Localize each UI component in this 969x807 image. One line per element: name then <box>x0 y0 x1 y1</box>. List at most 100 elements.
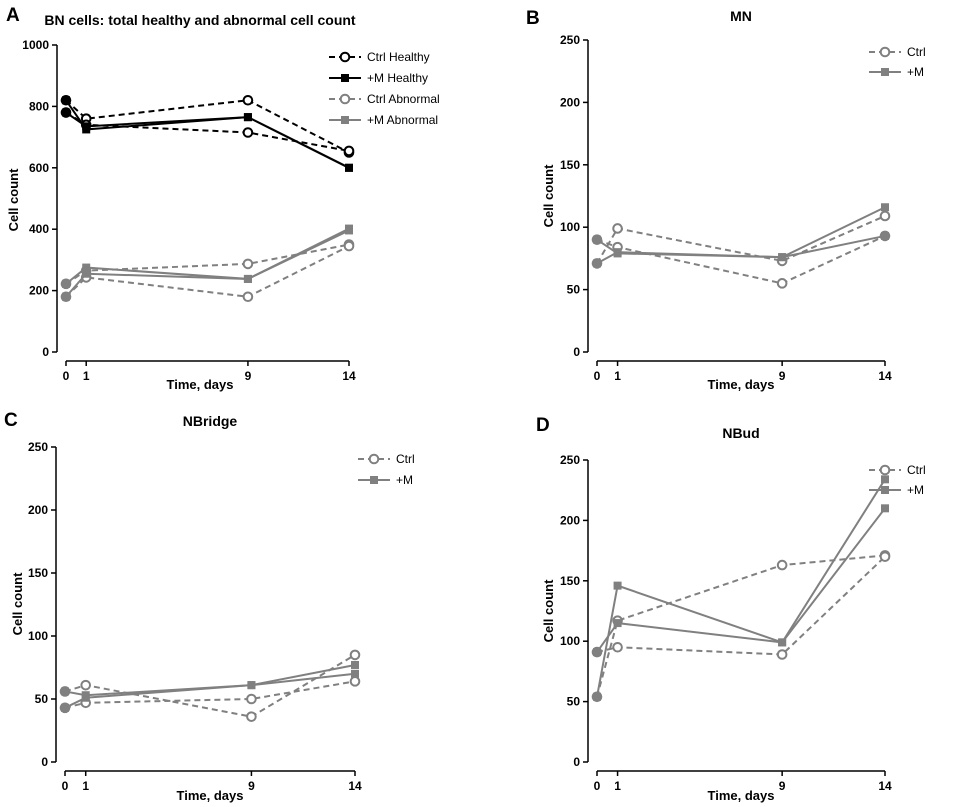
data-point <box>613 581 622 590</box>
y-tick-label: 0 <box>573 755 580 769</box>
series-line <box>65 227 350 285</box>
x-tick-label: 14 <box>348 779 362 793</box>
data-point <box>343 145 355 157</box>
data-point <box>343 240 355 252</box>
data-point <box>613 249 622 258</box>
x-axis-label: Time, days <box>177 788 244 803</box>
data-point <box>80 679 92 691</box>
x-tick-label: 9 <box>779 369 786 383</box>
legend-entry: Ctrl <box>869 463 926 477</box>
series-line <box>596 234 886 259</box>
series-m-abnormal <box>62 224 353 301</box>
y-tick-label: 0 <box>42 345 49 359</box>
x-tick-label: 0 <box>594 779 601 793</box>
series-line <box>65 111 350 169</box>
series-line <box>65 229 350 298</box>
y-tick-label: 200 <box>29 284 49 298</box>
legend-entry: Ctrl Abnormal <box>329 92 440 106</box>
series-m <box>593 475 889 701</box>
y-tick-label: 200 <box>28 503 48 517</box>
data-point <box>62 108 70 117</box>
series-line <box>64 663 356 697</box>
data-point <box>881 231 889 240</box>
series-line <box>65 99 350 154</box>
data-point <box>593 692 601 701</box>
data-point <box>246 693 257 705</box>
y-tick-label: 100 <box>28 629 48 643</box>
y-tick-label: 100 <box>560 634 580 648</box>
data-point <box>613 619 622 628</box>
data-point <box>879 210 891 222</box>
x-tick-label: 14 <box>342 369 356 383</box>
legend-entry: +M <box>869 65 924 79</box>
legend-label: +M <box>907 65 924 79</box>
series-ctrl <box>59 649 361 722</box>
legend-marker <box>370 476 378 484</box>
series-line <box>64 654 356 718</box>
data-point <box>349 649 361 661</box>
series-m-healthy <box>62 96 353 172</box>
y-tick-label: 200 <box>560 513 580 527</box>
data-point <box>881 203 889 212</box>
y-tick-label: 0 <box>41 755 48 769</box>
series-m <box>61 660 359 712</box>
legend-label: Ctrl <box>907 45 926 59</box>
legend-marker <box>339 93 351 105</box>
x-axis-label: Time, days <box>708 788 775 803</box>
x-tick-label: 0 <box>62 779 69 793</box>
y-tick-label: 800 <box>29 99 49 113</box>
data-point <box>778 638 787 647</box>
panel-label: C <box>4 410 18 431</box>
data-point <box>881 475 889 484</box>
legend-entry: Ctrl <box>358 452 415 466</box>
x-tick-label: 0 <box>594 369 601 383</box>
data-point <box>243 274 252 283</box>
data-point <box>776 559 788 571</box>
y-axis-label: Cell count <box>6 168 21 232</box>
data-point <box>242 258 254 270</box>
x-tick-label: 9 <box>248 779 255 793</box>
legend-entry: +M Healthy <box>329 71 428 85</box>
data-point <box>242 127 254 138</box>
data-point <box>242 94 254 106</box>
y-tick-label: 100 <box>560 220 580 234</box>
data-point <box>61 703 69 712</box>
legend-entry: Ctrl <box>869 45 926 59</box>
y-tick-label: 0 <box>573 345 580 359</box>
data-point <box>82 263 91 272</box>
y-tick-label: 250 <box>28 440 48 454</box>
data-point <box>776 278 788 289</box>
x-tick-label: 9 <box>779 779 786 793</box>
chart-title: NBridge <box>183 413 238 429</box>
y-tick-label: 150 <box>28 566 48 580</box>
data-point <box>351 669 359 678</box>
legend-marker <box>341 116 349 124</box>
data-point <box>62 96 70 105</box>
y-tick-label: 250 <box>560 33 580 47</box>
x-tick-label: 0 <box>63 369 70 383</box>
chart-title: MN <box>730 8 752 24</box>
series-line <box>64 680 356 709</box>
legend-entry: +M <box>358 473 413 487</box>
y-tick-label: 1000 <box>22 38 49 52</box>
data-point <box>246 711 257 722</box>
legend-marker <box>339 51 351 63</box>
legend-marker <box>368 453 380 465</box>
legend-marker <box>341 74 349 82</box>
panel-label: D <box>536 415 550 436</box>
y-tick-label: 50 <box>567 695 581 709</box>
data-point <box>243 113 252 122</box>
data-point <box>82 269 91 278</box>
series-line <box>65 243 350 285</box>
y-tick-label: 600 <box>29 161 49 175</box>
y-tick-label: 50 <box>35 692 49 706</box>
data-point <box>351 660 359 669</box>
y-tick-label: 200 <box>560 95 580 109</box>
data-point <box>62 279 70 288</box>
x-axis-label: Time, days <box>167 377 234 392</box>
data-point <box>242 291 254 303</box>
legend-marker <box>879 46 891 58</box>
